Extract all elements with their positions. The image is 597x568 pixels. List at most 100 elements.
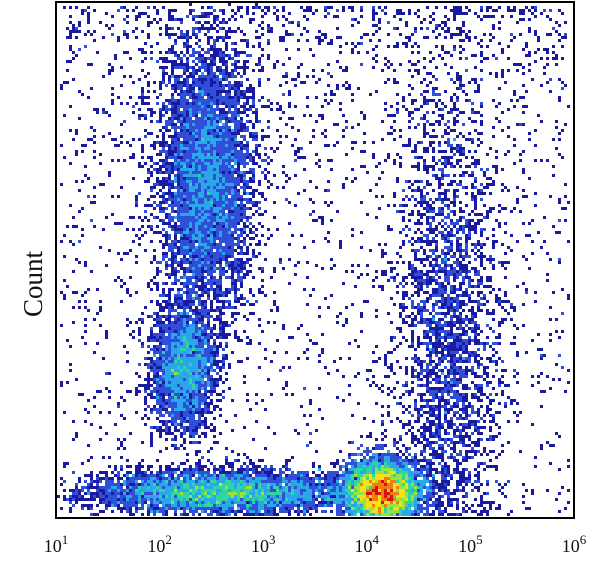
- density-cell: [162, 108, 165, 111]
- density-cell: [78, 492, 81, 495]
- density-cell: [276, 477, 279, 480]
- density-cell: [198, 513, 201, 516]
- density-cell: [198, 168, 201, 171]
- density-cell: [222, 63, 225, 66]
- density-cell: [186, 474, 189, 477]
- density-cell: [177, 153, 180, 156]
- density-cell: [147, 102, 150, 105]
- density-cell: [132, 501, 135, 504]
- density-cell: [192, 369, 195, 372]
- density-cell: [195, 378, 198, 381]
- density-cell: [216, 189, 219, 192]
- density-cell: [171, 111, 174, 114]
- density-cell: [384, 492, 387, 495]
- density-cell: [120, 477, 123, 480]
- density-cell: [156, 324, 159, 327]
- density-cell: [153, 336, 156, 339]
- density-cell: [255, 501, 258, 504]
- density-cell: [141, 87, 144, 90]
- density-cell: [174, 117, 177, 120]
- density-cell: [120, 510, 123, 513]
- density-cell: [204, 240, 207, 243]
- density-cell: [162, 102, 165, 105]
- density-cell: [279, 486, 282, 489]
- density-cell: [171, 267, 174, 270]
- density-cell: [207, 312, 210, 315]
- density-cell: [342, 492, 345, 495]
- density-cell: [405, 492, 408, 495]
- density-cell: [354, 468, 357, 471]
- density-cell: [213, 60, 216, 63]
- density-cell: [180, 423, 183, 426]
- density-cell: [159, 396, 162, 399]
- density-cell: [135, 483, 138, 486]
- density-cell: [222, 216, 225, 219]
- density-cell: [192, 321, 195, 324]
- density-cell: [135, 195, 138, 198]
- density-cell: [264, 177, 267, 180]
- density-cell: [135, 507, 138, 510]
- density-cell: [192, 330, 195, 333]
- density-cell: [204, 144, 207, 147]
- density-cell: [147, 507, 150, 510]
- density-cell: [78, 495, 81, 498]
- density-cell: [207, 390, 210, 393]
- density-cell: [417, 492, 420, 495]
- density-cell: [174, 414, 177, 417]
- density-cell: [354, 498, 357, 501]
- density-cell: [177, 447, 180, 450]
- density-cell: [234, 42, 237, 45]
- density-cell: [165, 369, 168, 372]
- density-cell: [195, 483, 198, 486]
- density-cell: [171, 282, 174, 285]
- density-cell: [183, 156, 186, 159]
- density-cell: [240, 219, 243, 222]
- density-cell: [411, 501, 414, 504]
- density-cell: [180, 66, 183, 69]
- density-cell: [138, 330, 141, 333]
- density-cell: [393, 501, 396, 504]
- density-cell: [204, 405, 207, 408]
- density-cell: [180, 372, 183, 375]
- density-cell: [168, 168, 171, 171]
- density-cell: [144, 399, 147, 402]
- density-cell: [414, 462, 417, 465]
- density-cell: [387, 489, 390, 492]
- density-cell: [234, 171, 237, 174]
- density-cell: [261, 159, 264, 162]
- density-cell: [174, 153, 177, 156]
- density-cell: [156, 396, 159, 399]
- density-cell: [207, 6, 210, 9]
- density-cell: [240, 294, 243, 297]
- density-cell: [234, 159, 237, 162]
- density-cell: [174, 333, 177, 336]
- density-cell: [183, 471, 186, 474]
- density-cell: [321, 486, 324, 489]
- density-cell: [180, 396, 183, 399]
- density-cell: [201, 501, 204, 504]
- density-cell: [165, 438, 168, 441]
- density-cell: [177, 279, 180, 282]
- density-cell: [162, 414, 165, 417]
- density-cell: [225, 246, 228, 249]
- density-cell: [168, 486, 171, 489]
- density-cell: [183, 273, 186, 276]
- density-cell: [153, 186, 156, 189]
- density-cell: [129, 501, 132, 504]
- density-cell: [207, 477, 210, 480]
- density-cell: [111, 498, 114, 501]
- density-cell: [225, 456, 228, 459]
- density-cell: [177, 261, 180, 264]
- density-cell: [240, 51, 243, 54]
- density-cell: [141, 345, 144, 348]
- density-cell: [195, 99, 198, 102]
- density-cell: [198, 339, 201, 342]
- density-cell: [183, 321, 186, 324]
- density-cell: [201, 171, 204, 174]
- density-cell: [222, 129, 225, 132]
- density-cell: [207, 255, 210, 258]
- density-cell: [276, 486, 279, 489]
- density-cell: [201, 93, 204, 96]
- density-cell: [201, 102, 204, 105]
- density-cell: [174, 84, 177, 87]
